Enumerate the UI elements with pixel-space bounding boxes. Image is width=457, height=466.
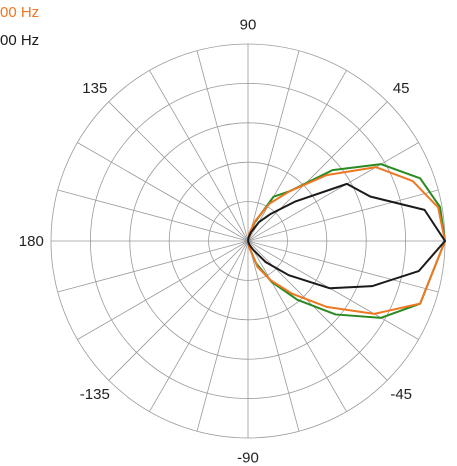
data-series bbox=[247, 163, 446, 319]
angle-tick-labels: 04590135180-135-90-45 bbox=[19, 16, 412, 466]
angle-tick-45: 45 bbox=[393, 80, 410, 97]
angular-gridline-45 bbox=[247, 101, 388, 242]
series-line-2 bbox=[247, 166, 446, 315]
angle-tick-minus-45: -45 bbox=[390, 386, 412, 403]
angular-gridline-120 bbox=[149, 70, 249, 242]
legend-entry-series-1: 00 Hz bbox=[0, 4, 39, 21]
angular-gridline-285 bbox=[247, 240, 300, 432]
angular-gridline-60 bbox=[247, 70, 347, 242]
angular-gridline-75 bbox=[247, 50, 300, 242]
angular-gridline-30 bbox=[247, 142, 419, 242]
series-line-3 bbox=[247, 182, 446, 290]
angle-tick-135: 135 bbox=[82, 80, 107, 97]
angular-gridline-15 bbox=[247, 189, 439, 242]
angular-gridline-240 bbox=[149, 240, 249, 412]
angular-gridline-330 bbox=[247, 240, 419, 340]
angle-tick-180: 180 bbox=[19, 233, 44, 250]
angular-gridline-105 bbox=[196, 50, 249, 242]
angular-gridline-195 bbox=[57, 240, 249, 293]
angular-gridline-255 bbox=[196, 240, 249, 432]
legend: 00 Hz 00 Hz bbox=[0, 4, 39, 49]
angular-gridline-210 bbox=[77, 240, 249, 340]
angular-gridline-225 bbox=[108, 240, 249, 381]
polar-grid bbox=[50, 43, 446, 439]
angle-tick-90: 90 bbox=[240, 16, 257, 33]
angle-tick-minus-90: -90 bbox=[237, 450, 259, 466]
angular-gridline-165 bbox=[57, 189, 249, 242]
angular-gridline-315 bbox=[247, 240, 388, 381]
angular-gridline-135 bbox=[108, 101, 249, 242]
angular-gridline-150 bbox=[77, 142, 249, 242]
angular-gridline-345 bbox=[247, 240, 439, 293]
angle-tick-minus-135: -135 bbox=[80, 386, 110, 403]
angular-gridline-300 bbox=[247, 240, 347, 412]
legend-entry-series-2: 00 Hz bbox=[0, 32, 39, 49]
